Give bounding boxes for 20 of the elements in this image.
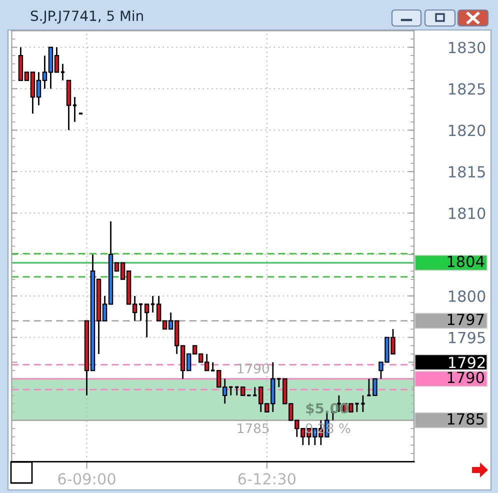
- ref-line-label: 1804: [448, 256, 484, 268]
- y-tick-label: 1795: [449, 332, 485, 344]
- y-tick-label: 1825: [449, 83, 485, 95]
- x-tick-label: 6-09:00: [58, 473, 116, 485]
- y-tick-label: 1792: [449, 356, 485, 368]
- annotation: 1785: [238, 423, 269, 434]
- y-tick-label: 1820: [449, 124, 486, 136]
- y-tick-label: 1800: [449, 290, 486, 302]
- candlestick: [144, 304, 150, 338]
- ref-line-label: 1785: [448, 413, 484, 425]
- x-tick-label: 6-12:30: [238, 473, 296, 485]
- chart-title: S.JP.J7741, 5 Min: [30, 10, 143, 24]
- ref-line-label: 1790: [448, 372, 484, 384]
- candlestick: [60, 63, 66, 82]
- y-tick-label: 1810: [449, 208, 486, 220]
- y-tick-label: 1830: [449, 42, 486, 54]
- y-tick-label: 1815: [449, 166, 485, 178]
- annotation: 1790: [238, 364, 269, 374]
- ref-line-label: 1797: [448, 314, 484, 326]
- annotation: 0.28 %: [306, 423, 350, 434]
